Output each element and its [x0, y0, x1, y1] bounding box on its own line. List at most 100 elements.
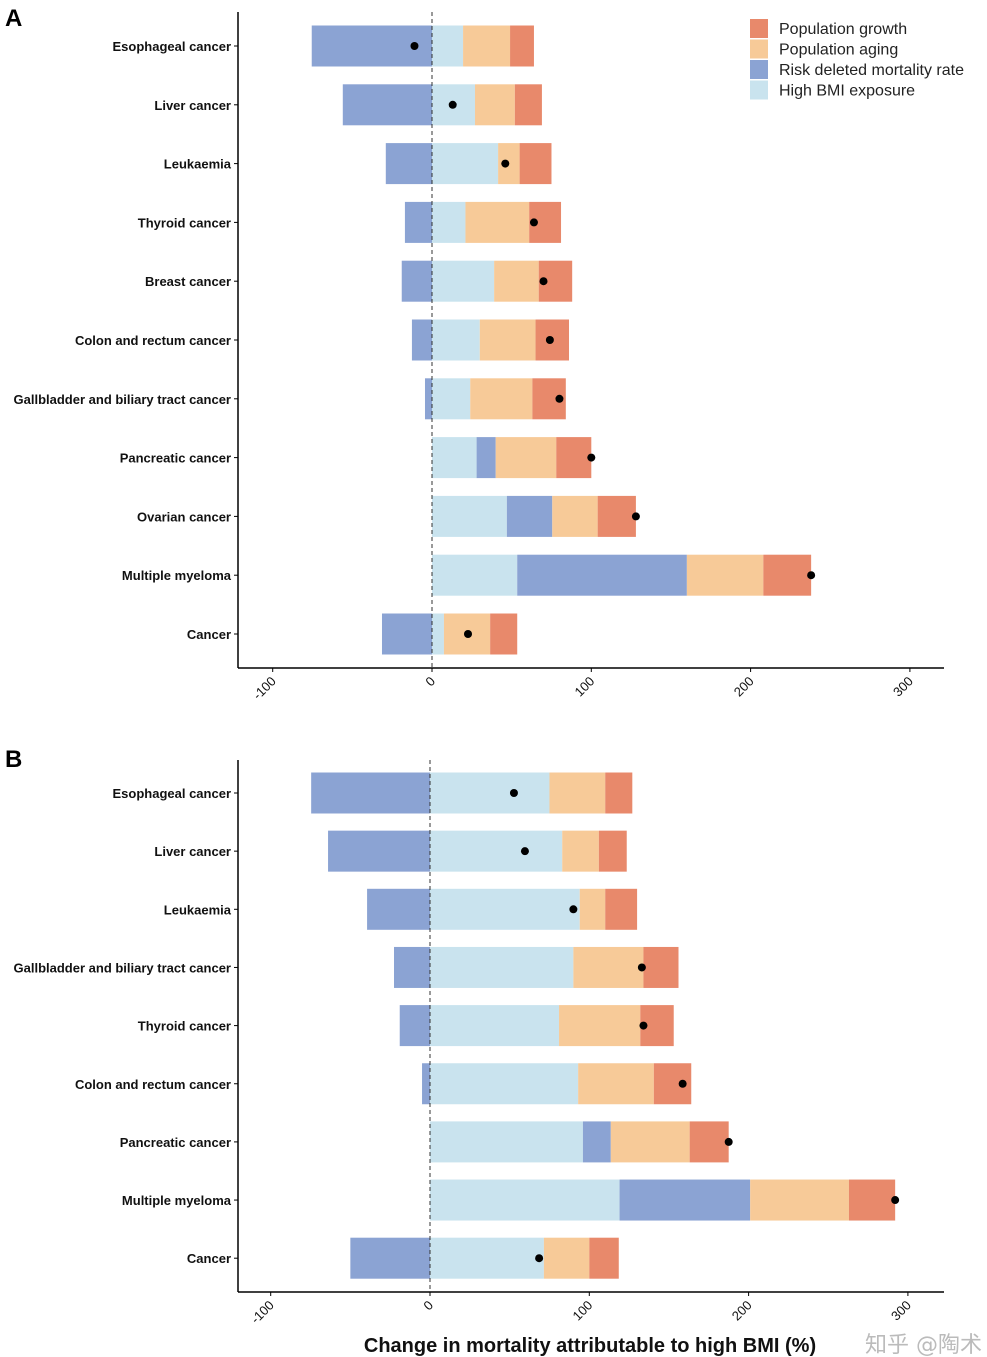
total-point — [678, 1079, 687, 1088]
category-label: Pancreatic cancer — [120, 451, 231, 466]
panel-label: B — [5, 746, 22, 773]
bar-bmi — [432, 25, 464, 67]
bar-bmi — [430, 946, 574, 988]
category-label: Multiple myeloma — [122, 568, 232, 583]
legend-swatch-bmi — [750, 80, 768, 100]
total-point — [520, 847, 529, 856]
bar-bmi — [432, 495, 507, 537]
bar-risk — [385, 143, 432, 185]
x-tick-label: 100 — [571, 674, 597, 700]
bar-bmi — [432, 554, 518, 596]
category-label: Thyroid cancer — [138, 215, 231, 230]
bar-aging — [579, 888, 606, 930]
x-tick-label: 200 — [729, 1298, 755, 1324]
legend-label: High BMI exposure — [779, 83, 915, 100]
bar-aging — [470, 378, 533, 420]
bar-risk — [506, 495, 553, 537]
category-label: Cancer — [187, 627, 231, 642]
bar-growth — [556, 437, 592, 479]
x-tick-label: 200 — [731, 674, 757, 700]
bar-aging — [686, 554, 764, 596]
bar-risk — [399, 1005, 430, 1047]
legend: Population growth Population aging Risk de… — [750, 19, 964, 100]
category-label: Leukaemia — [164, 902, 232, 917]
total-point — [555, 394, 564, 403]
total-point — [448, 100, 457, 109]
bar-bmi — [430, 1179, 620, 1221]
total-point — [631, 512, 640, 521]
bar-aging — [552, 495, 598, 537]
bar-growth — [763, 554, 812, 596]
x-tick-label: 300 — [890, 674, 916, 700]
bar-bmi — [432, 319, 480, 361]
bar-aging — [573, 946, 644, 988]
total-point — [587, 453, 596, 462]
bar-risk — [393, 946, 430, 988]
total-point — [539, 277, 548, 286]
bar-bmi — [430, 888, 580, 930]
category-label: Cancer — [187, 1251, 231, 1266]
bar-bmi — [432, 437, 477, 479]
x-tick-label: 0 — [420, 1298, 436, 1314]
category-label: Gallbladder and biliary tract cancer — [14, 960, 231, 975]
total-point — [464, 630, 473, 638]
bar-risk — [401, 260, 432, 302]
bar-growth — [643, 946, 679, 988]
bar-aging — [559, 1005, 641, 1047]
total-point — [639, 1021, 648, 1030]
category-label: Liver cancer — [154, 98, 231, 113]
total-point — [535, 1254, 544, 1263]
category-label: Leukaemia — [164, 157, 232, 172]
total-point — [410, 42, 419, 50]
bar-aging — [610, 1121, 690, 1163]
category-label: Pancreatic cancer — [120, 1135, 231, 1150]
bar-risk — [424, 378, 432, 420]
bar-growth — [510, 25, 534, 67]
bar-growth — [689, 1121, 729, 1163]
bar-aging — [562, 830, 599, 872]
legend-swatch-risk — [750, 60, 768, 79]
bar-growth — [848, 1179, 896, 1221]
bar-bmi — [430, 1005, 560, 1047]
bar-bmi — [432, 260, 495, 302]
panel-B: B Esophageal cancer Liver cancer Leukaemia G… — [5, 746, 944, 1327]
bar-growth — [597, 495, 636, 537]
bar-growth — [519, 143, 552, 185]
bar-risk — [381, 613, 432, 655]
bar-aging — [479, 319, 536, 361]
panel-A: A Esophageal cancer Liver cancer Leukaemia T… — [5, 5, 944, 703]
total-point — [509, 789, 518, 797]
bar-bmi — [432, 201, 466, 243]
x-axis-label: Change in mortality attributable to high… — [364, 1335, 816, 1357]
category-label: Esophageal cancer — [113, 786, 232, 801]
bar-aging — [475, 84, 515, 126]
x-tick-label: -100 — [250, 674, 279, 703]
bar-risk — [422, 1063, 430, 1105]
bar-risk — [311, 772, 430, 814]
x-tick-label: -100 — [248, 1298, 277, 1327]
category-label: Esophageal cancer — [113, 39, 232, 54]
bar-risk — [342, 84, 432, 126]
bar-risk — [350, 1237, 430, 1279]
bar-aging — [750, 1179, 849, 1221]
category-label: Gallbladder and biliary tract cancer — [14, 392, 231, 407]
category-label: Ovarian cancer — [137, 509, 231, 524]
category-label: Breast cancer — [145, 274, 231, 289]
bar-risk — [517, 554, 687, 596]
bar-growth — [605, 888, 638, 930]
bar-bmi — [432, 613, 444, 655]
category-label: Multiple myeloma — [122, 1193, 232, 1208]
total-point — [724, 1137, 733, 1146]
bar-bmi — [432, 143, 499, 185]
category-label: Colon and rectum cancer — [75, 1077, 231, 1092]
category-label: Thyroid cancer — [138, 1019, 231, 1034]
bar-risk — [411, 319, 432, 361]
x-tick-label: 300 — [888, 1298, 914, 1324]
bar-aging — [543, 1237, 590, 1279]
panel-label: A — [5, 5, 22, 32]
watermark: 知乎 @陶术 — [865, 1333, 982, 1357]
bar-growth — [490, 613, 518, 655]
bar-aging — [494, 260, 539, 302]
total-point — [891, 1196, 900, 1205]
legend-swatch-aging — [750, 39, 768, 59]
